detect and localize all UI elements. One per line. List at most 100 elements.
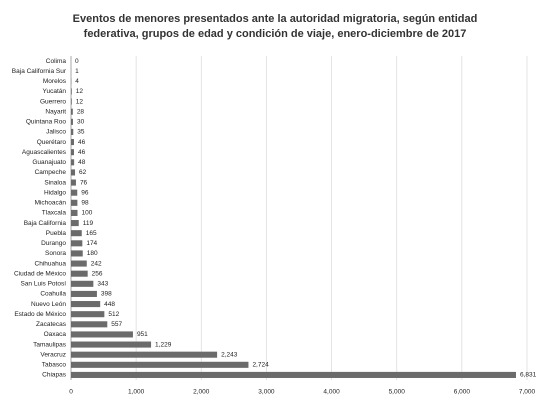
bar bbox=[71, 371, 516, 378]
y-tick-label: Nayarit bbox=[45, 108, 66, 115]
y-tick-label: Ciudad de México bbox=[14, 270, 66, 277]
y-tick-label: Zacatecas bbox=[36, 321, 67, 328]
data-label: 28 bbox=[77, 108, 85, 115]
data-label: 119 bbox=[83, 220, 94, 227]
data-label: 174 bbox=[86, 240, 97, 247]
y-tick-label: Campeche bbox=[35, 169, 67, 176]
y-tick-label: Tamaulipas bbox=[33, 341, 67, 348]
data-label: 2,243 bbox=[221, 351, 238, 358]
y-tick-label: Querétaro bbox=[37, 139, 67, 146]
bar bbox=[71, 270, 88, 277]
y-tick-label: Colima bbox=[46, 58, 67, 65]
data-label: 96 bbox=[81, 189, 89, 196]
y-tick-label: Sinaloa bbox=[44, 179, 66, 186]
y-tick-label: Tlaxcala bbox=[42, 210, 67, 217]
bar bbox=[71, 250, 83, 257]
x-tick-label: 1,000 bbox=[128, 389, 145, 396]
bar bbox=[71, 351, 218, 358]
data-label: 76 bbox=[80, 179, 88, 186]
data-label: 0 bbox=[75, 58, 79, 65]
bar bbox=[71, 331, 133, 338]
bar bbox=[71, 301, 101, 308]
data-label: 12 bbox=[76, 98, 84, 105]
y-tick-label: Jalisco bbox=[46, 129, 66, 136]
y-tick-label: Yucatán bbox=[43, 88, 67, 95]
bar bbox=[71, 139, 74, 146]
data-label: 343 bbox=[97, 281, 108, 288]
bar bbox=[71, 169, 76, 176]
data-label: 98 bbox=[81, 200, 89, 207]
bar bbox=[71, 128, 74, 135]
data-label: 180 bbox=[87, 250, 98, 257]
bar bbox=[71, 179, 76, 186]
data-label: 12 bbox=[76, 88, 84, 95]
data-label: 165 bbox=[86, 230, 97, 237]
data-label: 62 bbox=[79, 169, 87, 176]
x-tick-label: 5,000 bbox=[389, 389, 406, 396]
data-label: 557 bbox=[111, 321, 122, 328]
y-tick-label: Baja California bbox=[24, 220, 67, 227]
bar bbox=[71, 149, 74, 156]
x-tick-label: 4,000 bbox=[323, 389, 340, 396]
bar bbox=[71, 108, 73, 115]
bar bbox=[71, 290, 97, 297]
bar bbox=[71, 240, 83, 247]
y-tick-label: San Luis Potosí bbox=[20, 281, 66, 288]
bar bbox=[71, 280, 94, 287]
y-tick-label: Oaxaca bbox=[44, 331, 67, 338]
y-tick-label: Durango bbox=[41, 240, 66, 247]
y-tick-label: Tabasco bbox=[42, 362, 67, 369]
data-label: 2,724 bbox=[252, 362, 269, 369]
y-tick-label: Chiapas bbox=[42, 372, 67, 379]
bar bbox=[71, 159, 75, 166]
y-tick-label: Morelos bbox=[43, 78, 67, 85]
x-tick-label: 7,000 bbox=[519, 389, 536, 396]
data-label: 46 bbox=[78, 139, 86, 146]
y-tick-label: Guanajuato bbox=[32, 159, 66, 166]
bar bbox=[71, 189, 78, 196]
data-label: 30 bbox=[77, 119, 85, 126]
data-label: 242 bbox=[91, 260, 102, 267]
chart-title: Eventos de menores presentados ante la a… bbox=[72, 13, 478, 40]
bar bbox=[71, 88, 72, 95]
data-label: 1 bbox=[75, 68, 79, 75]
y-tick-label: Chihuahua bbox=[35, 260, 67, 267]
bar bbox=[71, 220, 79, 227]
y-tick-label: Baja California Sur bbox=[12, 68, 67, 75]
y-tick-label: Nuevo León bbox=[31, 301, 66, 308]
bar bbox=[71, 341, 152, 348]
data-label: 48 bbox=[78, 159, 86, 166]
y-tick-label: Veracruz bbox=[40, 351, 66, 358]
y-tick-label: Estado de México bbox=[14, 311, 66, 318]
bar bbox=[71, 199, 78, 206]
bar bbox=[71, 118, 73, 125]
data-label: 398 bbox=[101, 291, 112, 298]
x-tick-label: 2,000 bbox=[193, 389, 210, 396]
y-tick-label: Sonora bbox=[45, 250, 66, 257]
data-label: 448 bbox=[104, 301, 115, 308]
x-tick-label: 0 bbox=[69, 389, 73, 396]
data-label: 4 bbox=[75, 78, 79, 85]
data-label: 951 bbox=[137, 331, 148, 338]
y-tick-label: Coahuila bbox=[40, 291, 66, 298]
data-label: 46 bbox=[78, 149, 86, 156]
bar bbox=[71, 321, 108, 328]
bar bbox=[71, 260, 87, 267]
data-label: 6,831 bbox=[520, 372, 537, 379]
data-label: 1,229 bbox=[155, 341, 172, 348]
y-tick-label: Michoacán bbox=[35, 200, 67, 207]
data-label: 256 bbox=[92, 270, 103, 277]
y-tick-label: Guerrero bbox=[40, 98, 66, 105]
data-label: 100 bbox=[82, 210, 93, 217]
x-tick-label: 6,000 bbox=[454, 389, 471, 396]
bar bbox=[71, 230, 82, 237]
y-tick-label: Aguascalientes bbox=[22, 149, 67, 156]
y-tick-label: Quintana Roo bbox=[26, 119, 66, 126]
data-label: 512 bbox=[108, 311, 119, 318]
data-label: 35 bbox=[77, 129, 85, 136]
y-tick-label: Puebla bbox=[46, 230, 67, 237]
bar bbox=[71, 361, 249, 368]
x-tick-label: 3,000 bbox=[258, 389, 275, 396]
